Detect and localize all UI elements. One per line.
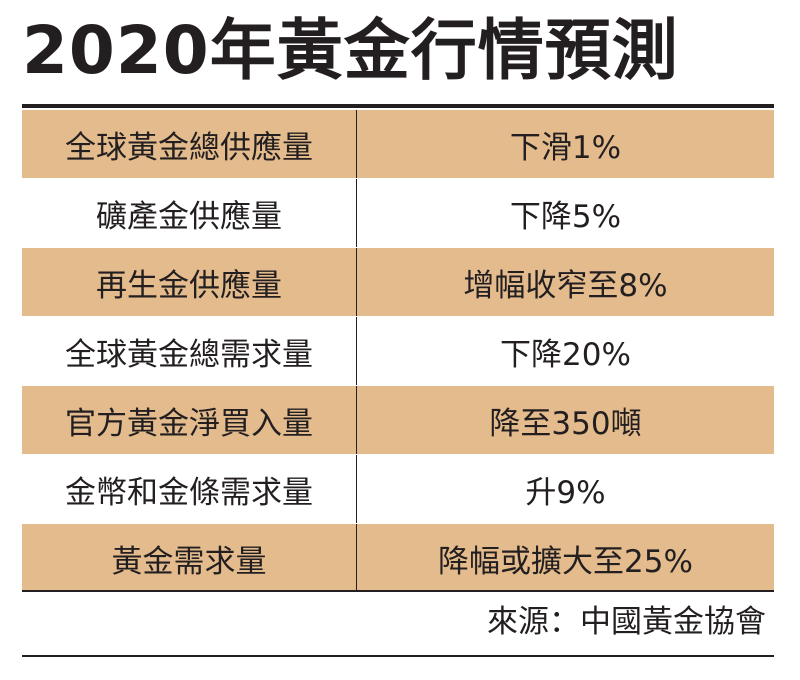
bottom-divider [22,655,774,657]
row-label: 全球黃金總需求量 [22,317,357,385]
table-row: 全球黃金總需求量 下降20% [22,317,774,385]
row-value: 降至350噸 [489,405,642,442]
row-label: 黃金需求量 [22,524,357,592]
row-value: 下滑1% [509,129,622,166]
forecast-table: 全球黃金總供應量 下滑1% 礦產金供應量 下降5% 再生金供應量 增幅收窄至8%… [22,110,774,592]
table-row: 金幣和金條需求量 升9% [22,455,774,523]
table-row: 礦產金供應量 下降5% [22,179,774,247]
table-row: 官方黃金淨買入量 降至350噸 [22,386,774,454]
row-label: 官方黃金淨買入量 [22,386,357,454]
table-bottom-divider [22,590,774,592]
row-value: 下降20% [500,336,631,373]
row-value: 升9% [525,474,606,511]
row-label: 再生金供應量 [22,248,357,316]
row-value: 增幅收窄至8% [463,267,668,304]
top-divider [22,104,774,108]
row-value: 下降5% [509,198,622,235]
table-row: 全球黃金總供應量 下滑1% [22,110,774,178]
row-label: 金幣和金條需求量 [22,455,357,523]
row-label: 礦產金供應量 [22,179,357,247]
table-row: 黃金需求量 降幅或擴大至25% [22,524,774,592]
source-note: 來源：中國黃金協會 [487,604,766,640]
page-title: 2020年黃金行情預測 [22,12,679,89]
row-value: 降幅或擴大至25% [438,543,693,580]
table-row: 再生金供應量 增幅收窄至8% [22,248,774,316]
row-label: 全球黃金總供應量 [22,110,357,178]
